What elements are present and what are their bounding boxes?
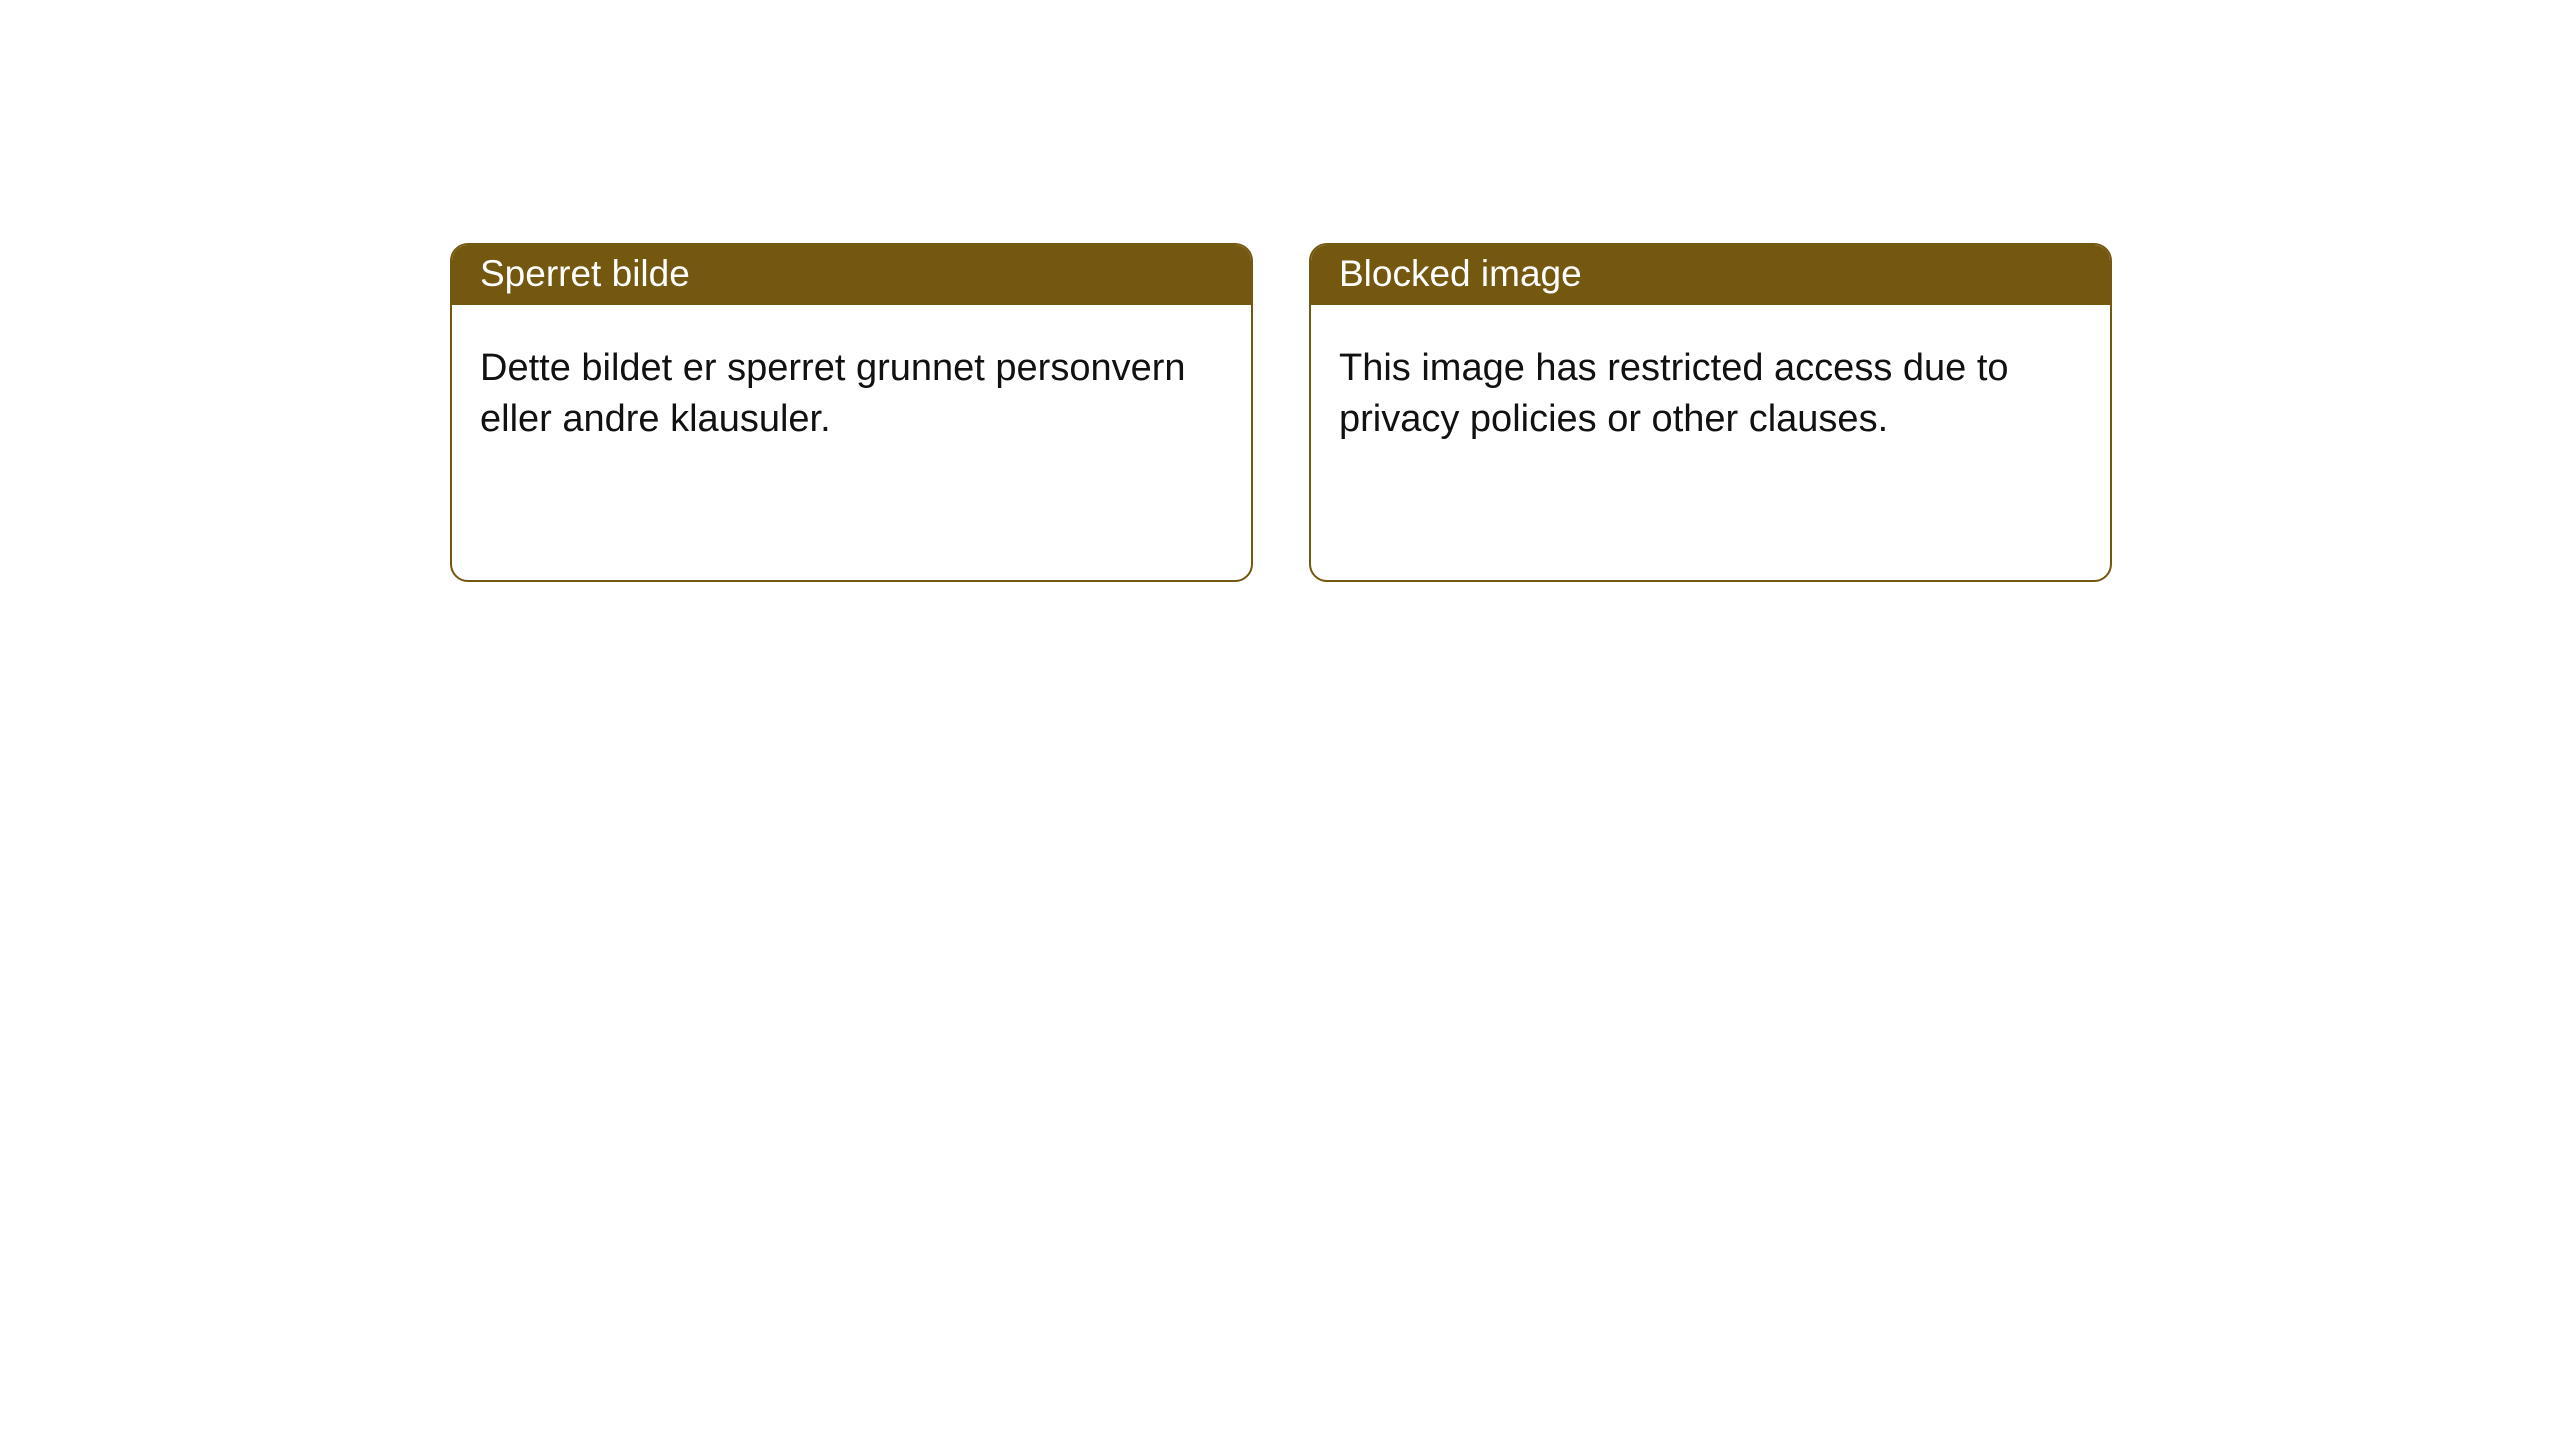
card-header-en: Blocked image [1311,245,2110,305]
blocked-image-card-en: Blocked image This image has restricted … [1309,243,2112,582]
card-body-no: Dette bildet er sperret grunnet personve… [452,305,1251,580]
card-message-no: Dette bildet er sperret grunnet personve… [480,347,1186,440]
card-message-en: This image has restricted access due to … [1339,347,2009,440]
card-body-en: This image has restricted access due to … [1311,305,2110,580]
card-header-no: Sperret bilde [452,245,1251,305]
cards-container: Sperret bilde Dette bildet er sperret gr… [0,0,2560,582]
card-title-no: Sperret bilde [480,253,690,294]
blocked-image-card-no: Sperret bilde Dette bildet er sperret gr… [450,243,1253,582]
card-title-en: Blocked image [1339,253,1582,294]
